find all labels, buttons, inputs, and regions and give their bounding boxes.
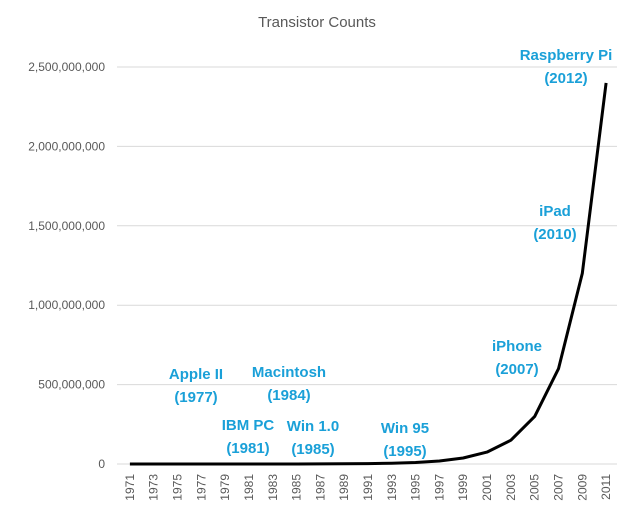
x-tick-label: 2005 <box>528 474 542 501</box>
y-tick-label: 2,000,000,000 <box>28 139 105 153</box>
x-tick-label: 1971 <box>123 474 137 501</box>
x-tick-label: 1973 <box>147 474 161 501</box>
x-tick-label: 2003 <box>504 474 518 501</box>
y-tick-label: 2,500,000,000 <box>28 60 105 74</box>
annotation-year: (1981) <box>226 440 269 457</box>
x-tick-label: 1993 <box>385 474 399 501</box>
annotation-year: (2007) <box>495 361 538 378</box>
annotation-iphone: iPhone (2007) <box>492 338 542 378</box>
annotation-year: (1985) <box>291 441 334 458</box>
x-tick-label: 1981 <box>242 474 256 501</box>
annotation-label: Raspberry Pi <box>520 47 613 64</box>
annotation-year: (2012) <box>544 70 587 87</box>
x-tick-label: 1987 <box>313 474 327 501</box>
x-tick-label: 2001 <box>480 474 494 501</box>
x-tick-label: 1995 <box>409 474 423 501</box>
x-tick-label: 1985 <box>290 474 304 501</box>
chart-title: Transistor Counts <box>258 14 376 31</box>
x-tick-label: 1997 <box>432 474 446 501</box>
x-tick-label: 1991 <box>361 474 375 501</box>
annotation-label: iPad <box>539 203 571 220</box>
annotation-year: (2010) <box>533 226 576 243</box>
y-tick-label: 500,000,000 <box>38 378 105 392</box>
y-tick-label: 0 <box>98 457 105 471</box>
annotation-ibm-pc: IBM PC (1981) <box>222 417 275 457</box>
annotation-apple-ii: Apple II (1977) <box>169 366 223 406</box>
annotation-label: iPhone <box>492 338 542 355</box>
x-tick-label: 2011 <box>599 474 613 500</box>
x-tick-label: 1975 <box>171 474 185 501</box>
x-tick-label: 1983 <box>266 474 280 501</box>
annotation-label: Apple II <box>169 366 223 383</box>
annotation-year: (1977) <box>174 389 217 406</box>
annotation-year: (1984) <box>267 387 310 404</box>
annotation-year: (1995) <box>383 443 426 460</box>
annotation-ipad: iPad (2010) <box>533 203 576 243</box>
series-line <box>129 82 608 466</box>
x-tick-label: 1979 <box>218 474 232 501</box>
annotation-label: Win 1.0 <box>287 418 339 435</box>
annotation-macintosh: Macintosh (1984) <box>252 364 326 404</box>
x-tick-label: 1989 <box>337 474 351 501</box>
annotation-label: Win 95 <box>381 420 429 437</box>
y-tick-label: 1,000,000,000 <box>28 298 105 312</box>
annotation-win-1-0: Win 1.0 (1985) <box>287 418 339 458</box>
x-tick-label: 1977 <box>194 474 208 501</box>
annotation-label: Macintosh <box>252 364 326 381</box>
x-tick-label: 1999 <box>456 474 470 501</box>
annotation-win-95: Win 95 (1995) <box>381 420 429 460</box>
x-tick-label: 2009 <box>575 474 589 501</box>
x-tick-label: 2007 <box>551 474 565 501</box>
annotation-label: IBM PC <box>222 417 275 434</box>
annotation-raspberry-pi: Raspberry Pi (2012) <box>520 47 613 87</box>
y-tick-label: 1,500,000,000 <box>28 219 105 233</box>
